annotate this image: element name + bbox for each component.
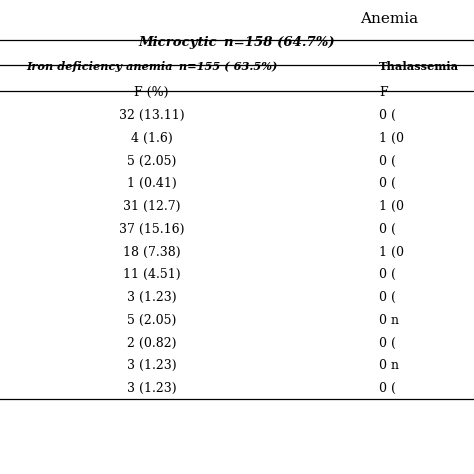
- Text: 0 (: 0 (: [379, 109, 396, 122]
- Text: 1 (0: 1 (0: [379, 200, 404, 213]
- Text: Microcytic  n=158 (64.7%): Microcytic n=158 (64.7%): [139, 36, 335, 48]
- Text: F (%): F (%): [135, 86, 169, 99]
- Text: 0 n: 0 n: [379, 314, 399, 327]
- Text: 31 (12.7): 31 (12.7): [123, 200, 181, 213]
- Text: 1 (0.41): 1 (0.41): [127, 177, 176, 190]
- Text: 18 (7.38): 18 (7.38): [123, 246, 181, 258]
- Text: 0 (: 0 (: [379, 223, 396, 236]
- Text: 1 (0: 1 (0: [379, 246, 404, 258]
- Text: 37 (15.16): 37 (15.16): [119, 223, 184, 236]
- Text: 3 (1.23): 3 (1.23): [127, 359, 176, 372]
- Text: 5 (2.05): 5 (2.05): [127, 314, 176, 327]
- Text: F: F: [379, 86, 388, 99]
- Text: 11 (4.51): 11 (4.51): [123, 268, 181, 281]
- Text: 1 (0: 1 (0: [379, 132, 404, 145]
- Text: 3 (1.23): 3 (1.23): [127, 382, 176, 395]
- Text: 0 (: 0 (: [379, 337, 396, 349]
- Text: 0 (: 0 (: [379, 268, 396, 281]
- Text: 5 (2.05): 5 (2.05): [127, 155, 176, 167]
- Text: 0 (: 0 (: [379, 382, 396, 395]
- Text: 0 (: 0 (: [379, 155, 396, 167]
- Text: Thalassemia: Thalassemia: [379, 61, 459, 72]
- Text: 3 (1.23): 3 (1.23): [127, 291, 176, 304]
- Text: Iron deficiency anemia  n=155 ( 63.5%): Iron deficiency anemia n=155 ( 63.5%): [26, 61, 277, 72]
- Text: 2 (0.82): 2 (0.82): [127, 337, 176, 349]
- Text: Anemia: Anemia: [360, 12, 418, 26]
- Text: 0 (: 0 (: [379, 177, 396, 190]
- Text: 0 (: 0 (: [379, 291, 396, 304]
- Text: 0 n: 0 n: [379, 359, 399, 372]
- Text: 32 (13.11): 32 (13.11): [119, 109, 184, 122]
- Text: 4 (1.6): 4 (1.6): [131, 132, 173, 145]
